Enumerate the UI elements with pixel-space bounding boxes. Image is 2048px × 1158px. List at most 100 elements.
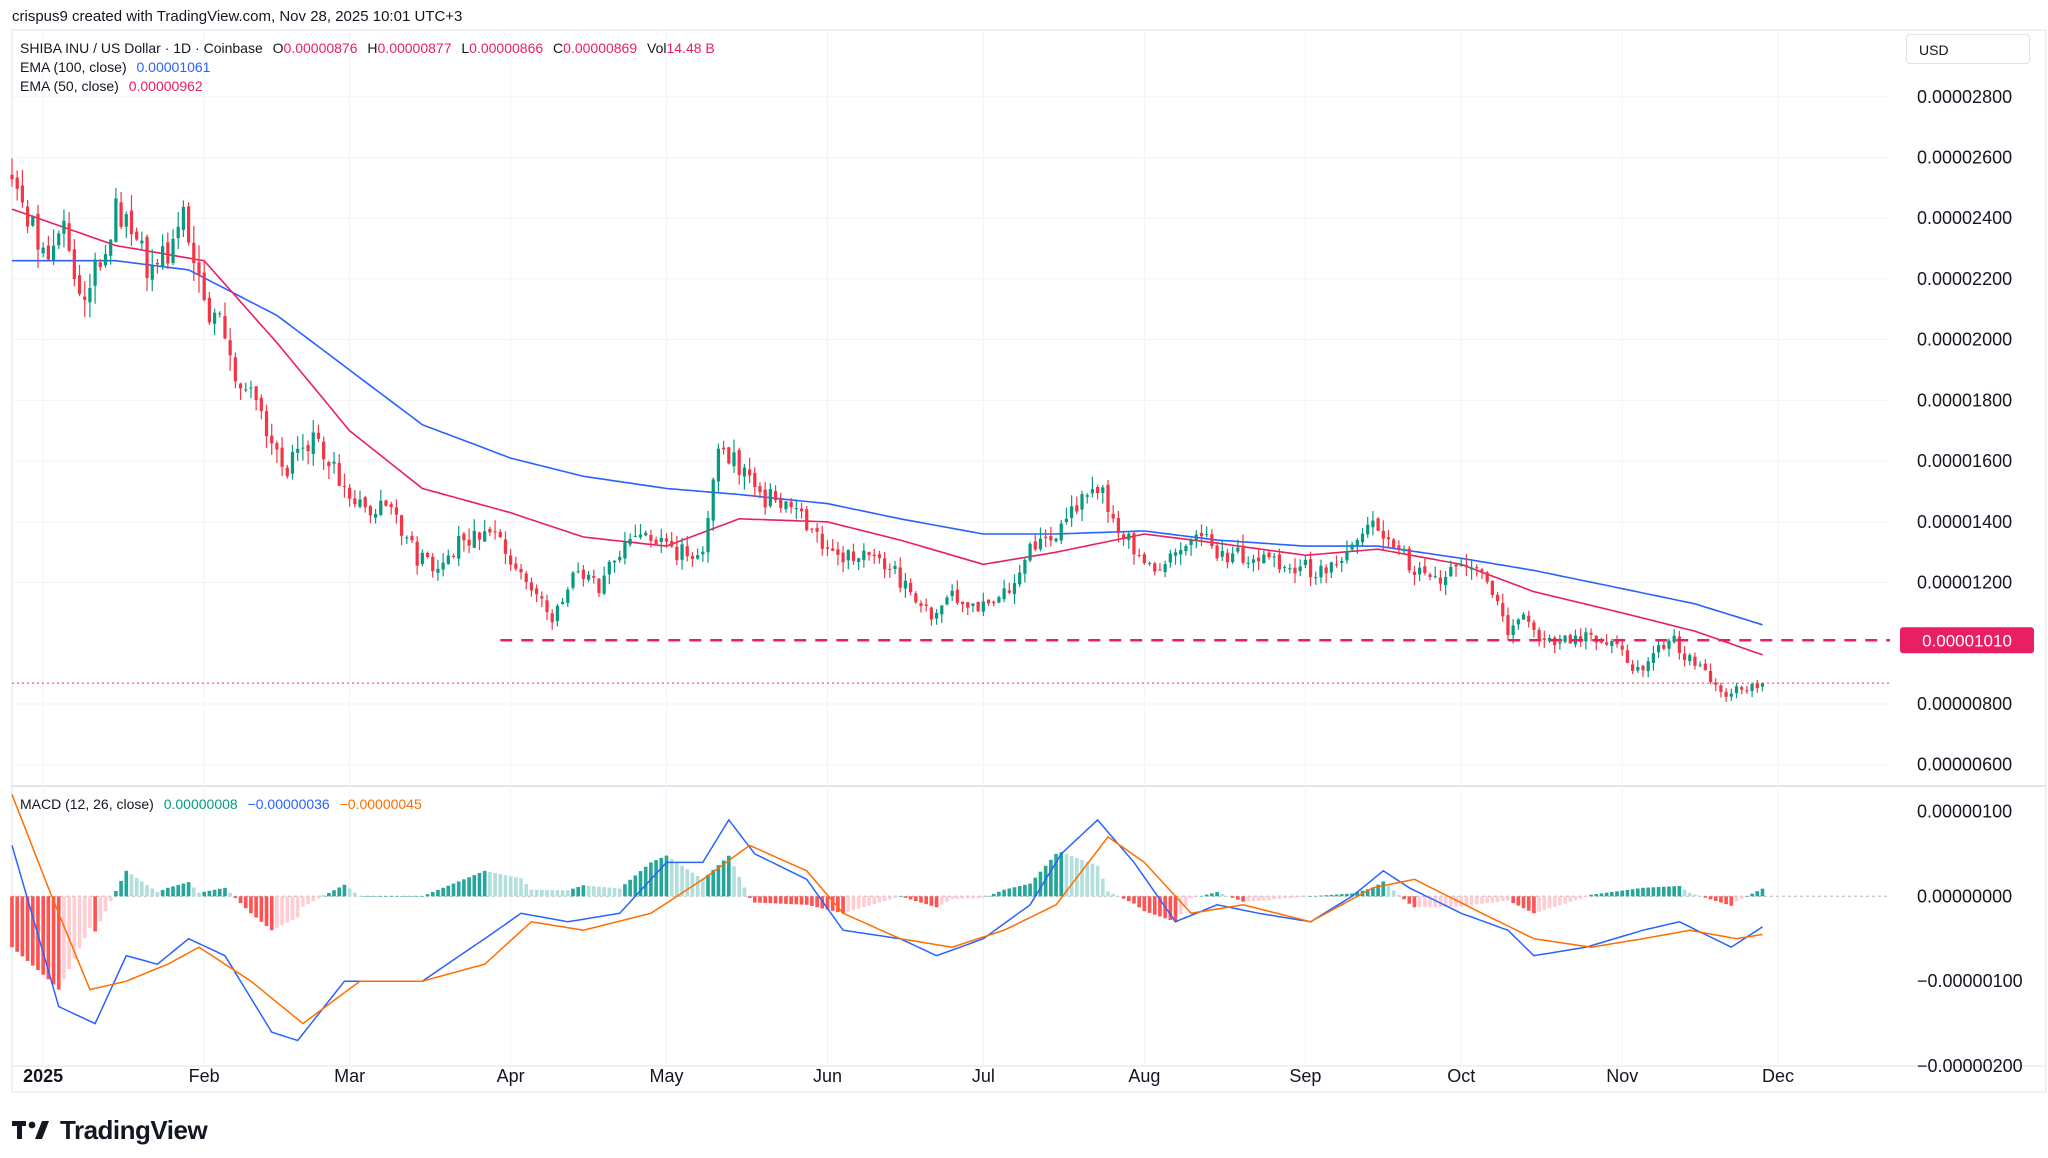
candle[interactable]: [1656, 641, 1661, 658]
candle[interactable]: [509, 549, 513, 571]
candle[interactable]: [820, 525, 824, 556]
candle[interactable]: [410, 531, 414, 543]
candle[interactable]: [638, 523, 643, 540]
candle[interactable]: [924, 598, 928, 612]
candle[interactable]: [394, 499, 398, 524]
ema50-legend[interactable]: EMA (50, close) 0.00000962: [20, 78, 209, 94]
candle[interactable]: [1199, 524, 1204, 547]
candle[interactable]: [498, 529, 502, 538]
candle[interactable]: [1532, 619, 1536, 638]
candle[interactable]: [1703, 659, 1707, 671]
candle[interactable]: [368, 505, 373, 523]
candle[interactable]: [472, 519, 476, 549]
candle[interactable]: [986, 599, 991, 607]
candle[interactable]: [1345, 540, 1349, 564]
candle[interactable]: [1521, 611, 1526, 620]
macd-legend[interactable]: MACD (12, 26, close) 0.00000008 −0.00000…: [20, 796, 428, 812]
candle[interactable]: [1173, 548, 1178, 565]
candle[interactable]: [1194, 530, 1198, 549]
candle[interactable]: [1272, 553, 1276, 568]
candle[interactable]: [1033, 534, 1037, 552]
candle[interactable]: [1698, 661, 1702, 668]
candle[interactable]: [883, 552, 887, 579]
candle[interactable]: [1231, 546, 1235, 564]
candle[interactable]: [836, 541, 840, 566]
candle[interactable]: [332, 452, 336, 474]
candle[interactable]: [555, 603, 560, 627]
candle[interactable]: [1319, 559, 1323, 584]
candle[interactable]: [592, 569, 596, 584]
candle[interactable]: [358, 490, 362, 509]
candle[interactable]: [1662, 641, 1666, 651]
candle[interactable]: [1537, 627, 1541, 647]
candle[interactable]: [1308, 551, 1313, 587]
candle[interactable]: [1485, 570, 1489, 585]
candle[interactable]: [851, 543, 856, 565]
chart-frame[interactable]: 0.00001010 0.00002800 0.00002600 0.0000240…: [0, 0, 2048, 1100]
chart-canvas[interactable]: 0.00001010 0.00002800 0.00002600 0.0000240…: [0, 0, 2048, 1100]
candle[interactable]: [467, 528, 471, 554]
candle[interactable]: [1594, 634, 1598, 651]
candle[interactable]: [914, 591, 918, 605]
candle[interactable]: [857, 557, 861, 571]
candle[interactable]: [1049, 526, 1053, 547]
candle[interactable]: [607, 559, 611, 585]
candle[interactable]: [773, 485, 778, 503]
candle[interactable]: [363, 495, 367, 513]
candle[interactable]: [1267, 550, 1271, 560]
candle[interactable]: [727, 446, 731, 465]
candle[interactable]: [150, 249, 154, 292]
candle[interactable]: [405, 535, 409, 544]
candle[interactable]: [997, 595, 1001, 604]
candle[interactable]: [1386, 529, 1391, 548]
candle[interactable]: [898, 557, 902, 593]
candle[interactable]: [1641, 664, 1645, 678]
candle[interactable]: [77, 264, 82, 297]
candle[interactable]: [1329, 561, 1333, 579]
candle[interactable]: [1682, 645, 1687, 667]
candle[interactable]: [1298, 559, 1302, 577]
candle[interactable]: [451, 553, 456, 559]
candle[interactable]: [1059, 520, 1063, 545]
candle[interactable]: [789, 498, 793, 514]
candle[interactable]: [207, 292, 211, 325]
ema100-legend[interactable]: EMA (100, close) 0.00001061: [20, 59, 216, 75]
candle[interactable]: [628, 533, 632, 547]
candle[interactable]: [794, 499, 798, 520]
candle[interactable]: [524, 570, 528, 590]
candle[interactable]: [1241, 534, 1245, 565]
candle[interactable]: [1506, 607, 1510, 641]
price-axis[interactable]: 0.00002800 0.00002600 0.00002400 0.00002200…: [1917, 87, 2012, 775]
candle[interactable]: [337, 454, 341, 487]
candle[interactable]: [181, 200, 186, 238]
candle[interactable]: [685, 535, 689, 562]
candle[interactable]: [1132, 531, 1136, 565]
candle[interactable]: [202, 261, 206, 302]
candle[interactable]: [1012, 574, 1017, 605]
candle[interactable]: [1262, 550, 1266, 564]
candle[interactable]: [31, 215, 35, 227]
candle[interactable]: [1106, 479, 1110, 523]
candle[interactable]: [275, 440, 279, 463]
time-axis[interactable]: 2025 Feb Mar Apr May Jun Jul Aug Sep Oct Nov Dec: [23, 1066, 1794, 1086]
candle[interactable]: [41, 242, 45, 258]
candle[interactable]: [72, 239, 76, 287]
candle[interactable]: [540, 591, 544, 608]
candle[interactable]: [145, 234, 149, 292]
candle[interactable]: [1625, 644, 1630, 664]
candle[interactable]: [1688, 653, 1692, 666]
candle[interactable]: [903, 573, 908, 598]
candle[interactable]: [425, 551, 430, 559]
candle[interactable]: [909, 578, 913, 596]
candle[interactable]: [431, 553, 435, 578]
candle[interactable]: [1464, 554, 1469, 576]
candle[interactable]: [1714, 678, 1718, 692]
candle[interactable]: [46, 235, 50, 261]
candle[interactable]: [228, 328, 232, 371]
macd-axis[interactable]: 0.00000100 0.00000000 −0.00000100 −0.000002…: [1917, 801, 2023, 1076]
candle[interactable]: [1215, 541, 1219, 562]
candle[interactable]: [166, 232, 170, 270]
candle[interactable]: [1547, 634, 1552, 644]
candle[interactable]: [799, 502, 804, 519]
candle[interactable]: [1501, 593, 1505, 622]
